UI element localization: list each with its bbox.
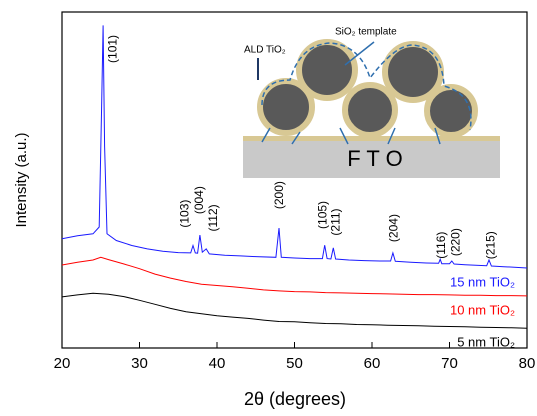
- peak-label: (004): [192, 186, 206, 214]
- ald-label: ALD TiO₂: [244, 45, 286, 56]
- peak-label: (116): [434, 232, 448, 259]
- peak-label: (215): [484, 231, 498, 259]
- y-axis-label: Intensity (a.u.): [13, 132, 30, 227]
- series-label: 10 nm TiO₂: [450, 302, 515, 317]
- series-label: 5 nm TiO₂: [457, 335, 515, 350]
- x-tick-label: 20: [54, 355, 71, 372]
- peak-label: (112): [206, 204, 220, 231]
- x-tick-label: 70: [441, 355, 458, 372]
- series-line: [61, 256, 528, 297]
- peak-label: (200): [272, 181, 286, 209]
- x-tick-label: 60: [364, 355, 381, 372]
- peak-label: (103): [177, 200, 191, 228]
- series-line: [61, 25, 528, 269]
- substrate-label: F T O: [347, 146, 402, 171]
- x-tick-label: 50: [286, 355, 303, 372]
- peak-label: (220): [449, 228, 463, 256]
- substrate: [243, 140, 500, 178]
- peak-label: (211): [329, 208, 343, 235]
- inset: ALD TiO₂ SiO₂ template F T O: [243, 27, 500, 178]
- x-tick-label: 80: [519, 355, 536, 372]
- peak-label: (204): [387, 214, 401, 242]
- peak-label: (101): [105, 35, 119, 63]
- peak-label: (105): [315, 201, 329, 229]
- series-line: [61, 292, 528, 329]
- x-tick-label: 30: [131, 355, 148, 372]
- tio2-layer: [243, 136, 500, 141]
- spheres: [257, 39, 478, 138]
- plot-frame: [61, 11, 528, 349]
- series-label: 15 nm TiO₂: [450, 274, 515, 289]
- template-label: SiO₂ template: [335, 27, 397, 38]
- x-axis-label: 2θ (degrees): [244, 389, 346, 409]
- x-tick-label: 40: [209, 355, 226, 372]
- electron-paths: [261, 42, 472, 131]
- arrows: [261, 41, 441, 145]
